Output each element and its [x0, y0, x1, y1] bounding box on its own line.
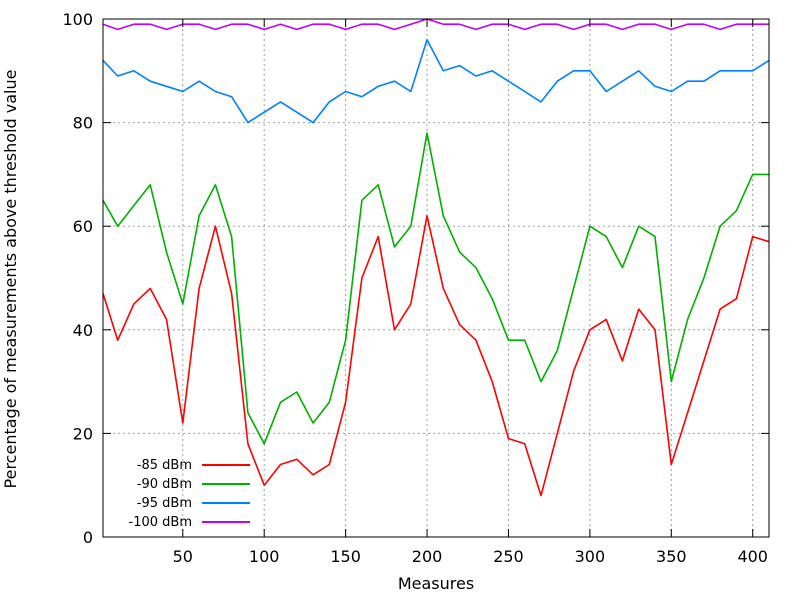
x-tick-label: 350 [656, 547, 687, 566]
y-tick-label: 60 [73, 217, 93, 236]
series-line-3 [102, 18, 769, 31]
y-tick-label: 40 [73, 321, 93, 340]
series-line-2 [102, 38, 770, 124]
x-tick-label: 50 [173, 547, 193, 566]
y-tick-label: 100 [62, 10, 93, 29]
x-tick-label: 100 [249, 547, 280, 566]
y-tick-label: 20 [73, 424, 93, 443]
legend-label: -85 dBm [137, 458, 192, 473]
legend-label: -95 dBm [137, 496, 192, 511]
series-layer [102, 18, 770, 497]
y-axis-title: Percentage of measurements above thresho… [1, 70, 20, 489]
x-tick-label: 150 [330, 547, 361, 566]
legend-label: -90 dBm [137, 477, 192, 492]
x-tick-label: 300 [575, 547, 606, 566]
y-tick-label: 80 [73, 114, 93, 133]
legend-label: -100 dBm [129, 515, 192, 530]
series-line-1 [102, 132, 769, 445]
y-tick-label: 0 [83, 528, 93, 547]
x-axis-title: Measures [398, 574, 474, 593]
legend: -85 dBm -90 dBm -95 dBm -100 dBm [129, 458, 250, 530]
x-tick-label: 200 [412, 547, 443, 566]
series-line-0 [102, 215, 770, 497]
plot-frame [102, 18, 770, 538]
x-tick-label: 400 [737, 547, 768, 566]
tick-layer: 0 20 40 60 80 100 50 100 150 200 250 300 350 400 [62, 10, 769, 566]
x-tick-label: 250 [493, 547, 524, 566]
grid-layer [103, 19, 769, 537]
